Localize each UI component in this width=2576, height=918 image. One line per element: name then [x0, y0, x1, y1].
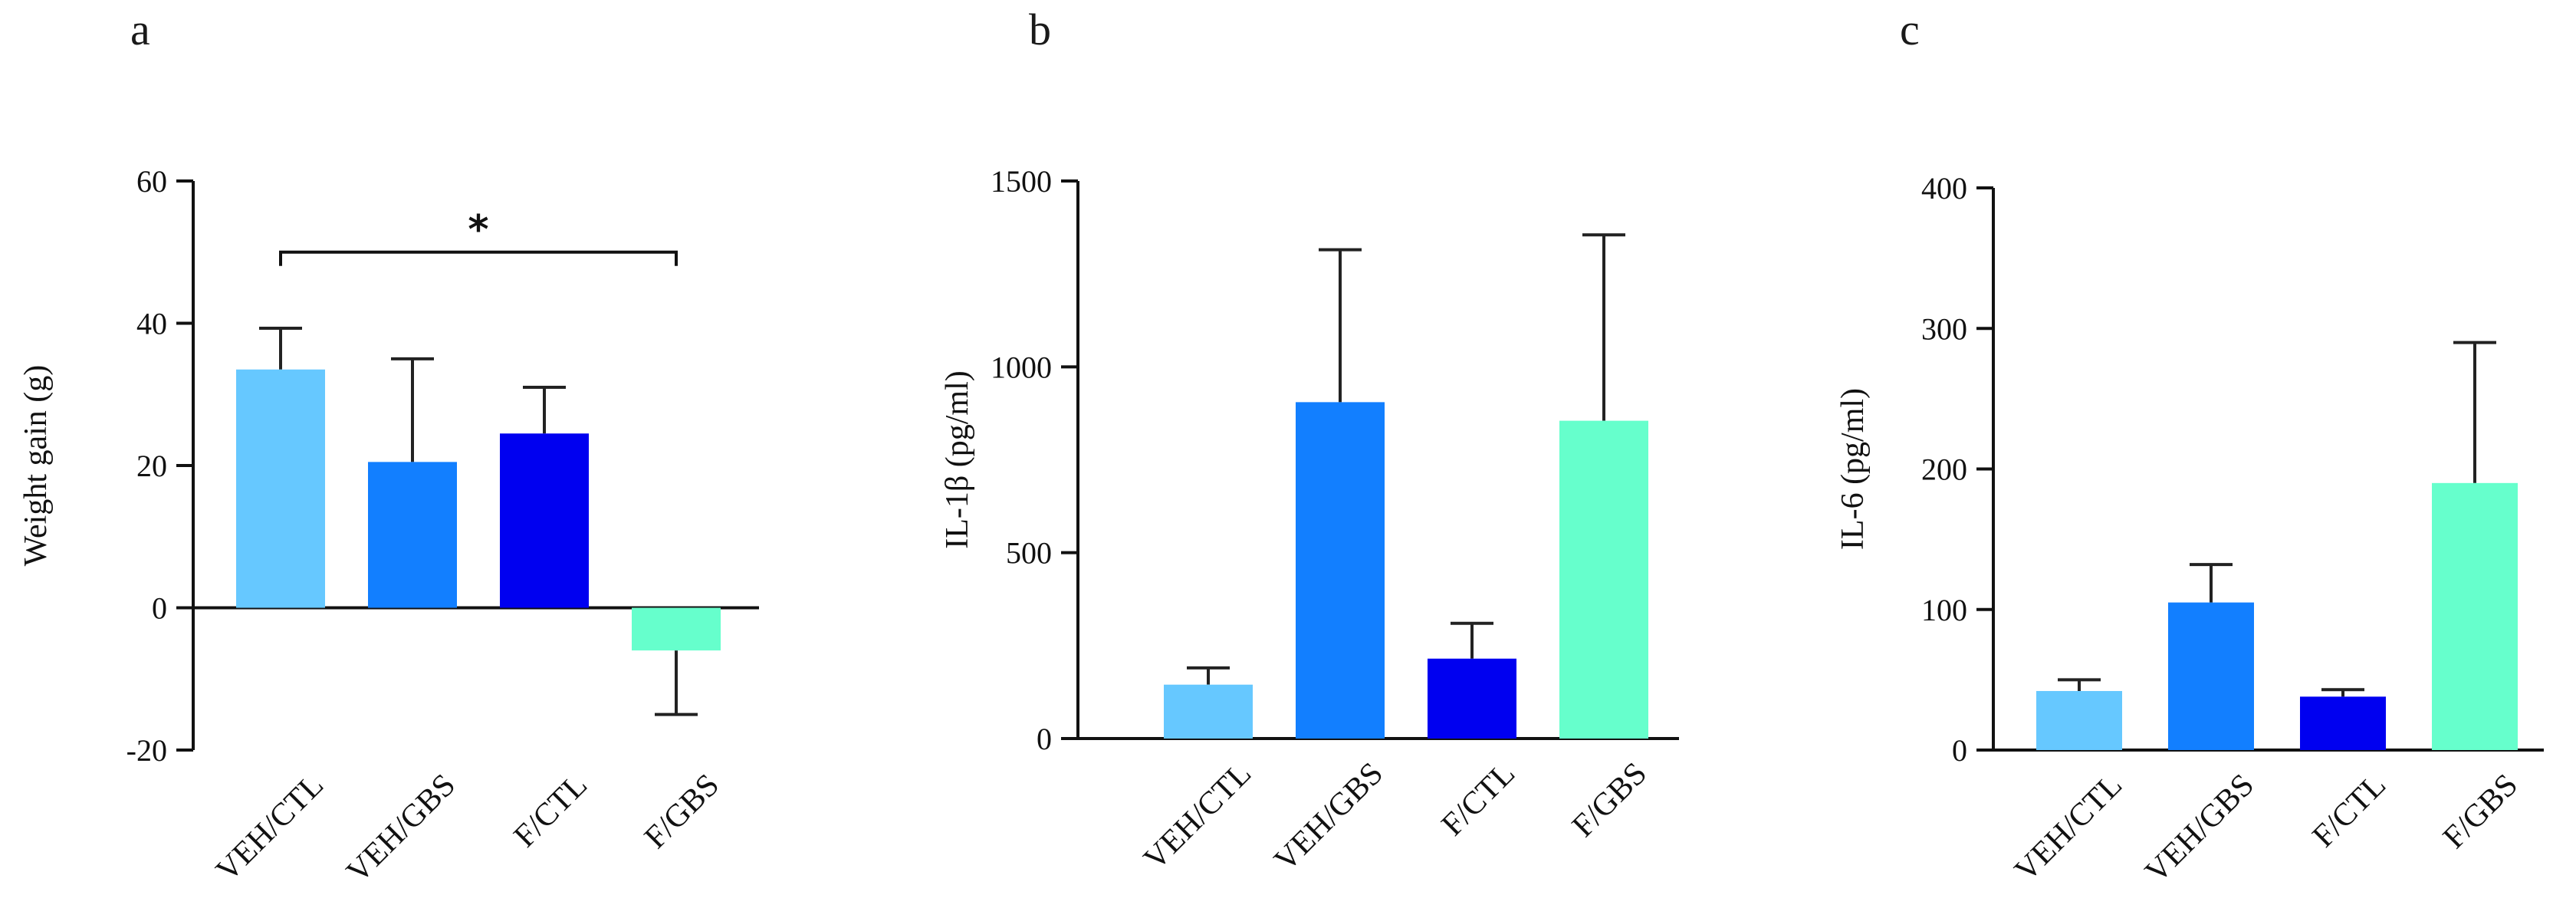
x-category-label: F/CTL	[2306, 768, 2393, 854]
bar-veh-gbs	[2168, 602, 2254, 750]
y-axis-title: Weight gain (g)	[18, 365, 54, 567]
y-tick-label: 200	[1921, 452, 1967, 487]
x-category-label: VEH/CTL	[1137, 756, 1258, 877]
bar-f-gbs	[2432, 482, 2518, 750]
bar-f-gbs	[632, 607, 721, 651]
significance-bracket	[279, 250, 678, 266]
y-axis-title: IL-6 (pg/ml)	[1835, 388, 1871, 550]
y-tick-label: 400	[1921, 171, 1967, 206]
bar-f-ctl	[2300, 696, 2386, 750]
y-tick-label: 1000	[991, 350, 1052, 384]
bar-veh-gbs	[368, 462, 457, 608]
bar-veh-ctl	[1164, 684, 1253, 739]
x-category-label: VEH/GBS	[2138, 768, 2261, 890]
y-tick-label: 0	[152, 591, 167, 626]
y-tick-label: 20	[136, 449, 167, 483]
x-category-label: F/CTL	[508, 768, 594, 854]
y-tick-label: 100	[1921, 593, 1967, 627]
y-tick-label: 60	[136, 164, 167, 199]
x-category-label: VEH/GBS	[1267, 756, 1390, 879]
panel-c: c 0 100 200 300 400 IL-6 (pg/ml) VEH/CTL VEH/GB…	[1835, 5, 2544, 890]
significance-star: *	[468, 207, 488, 253]
y-tick-label: 1500	[991, 164, 1052, 199]
y-tick-label: 0	[1037, 722, 1052, 756]
bar-f-ctl	[1428, 658, 1516, 739]
panel-a: a -20 0 20 40 60 Weight gain (g) VEH/CTL VEH/GB…	[18, 5, 759, 890]
bar-veh-gbs	[1296, 402, 1385, 739]
x-category-label: F/GBS	[1566, 756, 1654, 844]
bar-veh-ctl	[236, 369, 325, 608]
x-category-label: F/GBS	[2436, 768, 2525, 856]
bar-veh-ctl	[2036, 691, 2122, 750]
bar-f-gbs	[1559, 420, 1648, 739]
y-tick-label: 0	[1952, 733, 1967, 768]
x-category-label: VEH/GBS	[340, 768, 462, 890]
x-category-label: F/CTL	[1435, 756, 1522, 843]
panel-letter-a: a	[130, 5, 150, 54]
bar-f-ctl	[500, 433, 589, 608]
y-tick-label: 500	[1006, 536, 1052, 571]
panel-b: b 0 500 1000 1500 IL-1β (pg/ml) VEH/CTL VEH/GB…	[940, 5, 1679, 878]
x-category-label: VEH/CTL	[2008, 768, 2129, 889]
y-tick-label: -20	[127, 733, 167, 768]
panel-letter-c: c	[1900, 5, 1920, 54]
y-tick-label: 300	[1921, 311, 1967, 346]
y-axis-title: IL-1β (pg/ml)	[940, 370, 975, 548]
panel-letter-b: b	[1029, 5, 1051, 54]
x-category-label: F/GBS	[638, 768, 726, 856]
y-tick-label: 40	[136, 307, 167, 341]
x-category-label: VEH/CTL	[209, 768, 330, 889]
